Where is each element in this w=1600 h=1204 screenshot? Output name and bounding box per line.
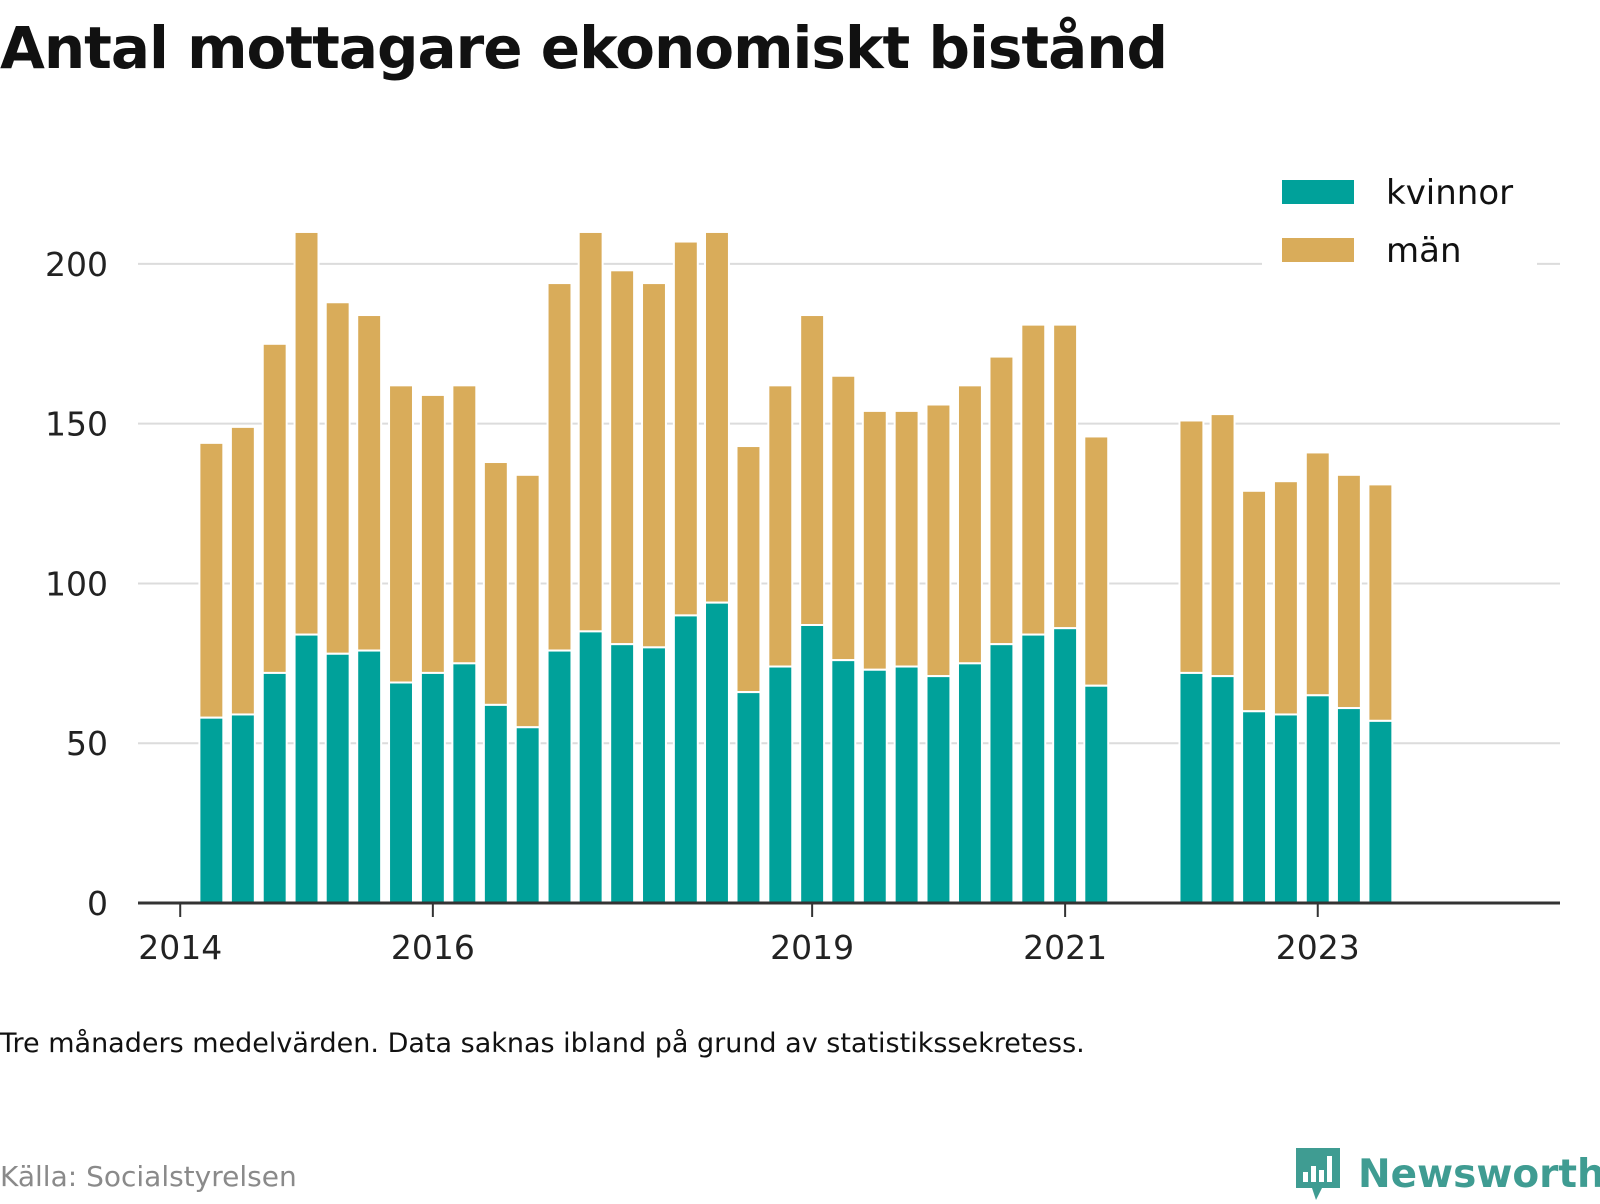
bar-man: [704, 230, 730, 604]
bar-man: [956, 384, 983, 665]
bar-kvinnor: [830, 659, 857, 904]
bar-man: [1272, 480, 1299, 716]
bar-kvinnor: [451, 662, 478, 904]
bar-man: [451, 384, 478, 665]
y-tick-label: 100: [45, 564, 108, 603]
bar-kvinnor: [1272, 713, 1299, 905]
bar-kvinnor: [1304, 694, 1331, 905]
bar-man: [893, 409, 920, 668]
bar-man: [324, 301, 351, 655]
bar-kvinnor: [735, 691, 762, 904]
bar-kvinnor: [356, 649, 383, 904]
y-tick-label: 0: [87, 884, 108, 923]
bar-kvinnor: [1178, 671, 1205, 904]
bar-kvinnor: [1052, 627, 1079, 904]
y-tick-label: 150: [45, 405, 108, 444]
bar-man: [767, 384, 794, 668]
bar-man: [988, 355, 1015, 646]
bar-man: [861, 409, 888, 671]
bar-kvinnor: [324, 652, 351, 904]
chart: 0 50 100 150 200 2014 2016 2019 2021 2023 kvinnor…: [45, 173, 1560, 967]
bar-kvinnor: [577, 630, 604, 904]
bar-man: [356, 314, 383, 652]
bar-kvinnor: [388, 681, 414, 904]
bar-kvinnor: [1367, 719, 1394, 904]
bar-man: [925, 403, 952, 678]
y-tick-label: 200: [45, 245, 108, 284]
bar-man: [198, 441, 225, 719]
bar-man: [799, 314, 826, 626]
y-tick-label: 50: [66, 724, 108, 763]
brand-logo: Newsworthy: [1292, 1144, 1600, 1204]
bar-man: [735, 445, 762, 694]
bar-man: [388, 384, 414, 684]
bar-man: [1052, 323, 1079, 630]
x-tick-label: 2023: [1276, 928, 1360, 967]
bar-kvinnor: [546, 649, 573, 904]
bar-kvinnor: [641, 646, 667, 905]
bar-man: [293, 230, 320, 636]
x-tick-label: 2021: [1023, 928, 1107, 967]
legend-swatch: [1282, 238, 1354, 262]
bar-kvinnor: [704, 601, 730, 904]
bar-man: [1020, 323, 1047, 636]
bar-man: [609, 269, 636, 646]
bar-man: [830, 374, 857, 662]
bar-man: [1209, 413, 1236, 678]
bar-man: [577, 230, 604, 633]
bar-man: [1304, 451, 1331, 697]
bar-kvinnor: [1020, 633, 1047, 905]
source-note: Källa: Socialstyrelsen: [0, 1160, 297, 1193]
bar-kvinnor: [1083, 684, 1110, 905]
bar-man: [1241, 489, 1268, 713]
legend: kvinnor män: [1262, 173, 1537, 271]
bar-kvinnor: [1209, 675, 1236, 905]
bar-man: [1367, 483, 1394, 722]
bar-kvinnor: [198, 716, 225, 904]
axes: 0 50 100 150 200 2014 2016 2019 2021 2023: [45, 245, 1560, 967]
bar-man: [514, 473, 541, 729]
bar-man: [1335, 473, 1362, 710]
bars: [198, 230, 1394, 905]
legend-label: kvinnor: [1386, 173, 1513, 213]
x-tick-label: 2019: [770, 928, 854, 967]
bar-man: [482, 461, 509, 706]
bar-kvinnor: [1335, 707, 1362, 904]
bar-kvinnor: [419, 671, 446, 904]
bar-kvinnor: [893, 665, 920, 905]
brand-name: Newsworthy: [1358, 1151, 1600, 1197]
bar-kvinnor: [293, 633, 320, 905]
bar-kvinnor: [609, 643, 636, 904]
bar-kvinnor: [925, 675, 952, 905]
x-tick-label: 2016: [391, 928, 475, 967]
bar-kvinnor: [672, 614, 699, 905]
bar-man: [546, 282, 573, 652]
bar-man: [419, 393, 446, 674]
footnote: Tre månaders medelvärden. Data saknas ib…: [0, 1028, 1085, 1059]
bar-kvinnor: [229, 713, 256, 905]
bar-man: [1178, 419, 1205, 674]
bar-kvinnor: [861, 668, 888, 904]
legend-label: män: [1386, 231, 1462, 271]
bar-kvinnor: [988, 643, 1015, 904]
bar-kvinnor: [799, 623, 826, 905]
bar-man: [229, 425, 256, 716]
newsworthy-logo-icon: [1296, 1148, 1340, 1200]
chart-title: Antal mottagare ekonomiskt bistånd: [0, 14, 1168, 82]
bar-man: [261, 342, 288, 674]
bar-man: [1083, 435, 1110, 687]
x-tick-label: 2014: [138, 928, 222, 967]
bar-man: [672, 240, 699, 617]
bar-kvinnor: [767, 665, 794, 905]
legend-swatch: [1282, 180, 1354, 204]
bar-kvinnor: [482, 703, 509, 905]
bar-kvinnor: [1241, 710, 1268, 904]
bar-kvinnor: [261, 671, 288, 904]
bar-man: [641, 282, 667, 649]
bar-kvinnor: [956, 662, 983, 904]
bar-kvinnor: [514, 726, 541, 904]
